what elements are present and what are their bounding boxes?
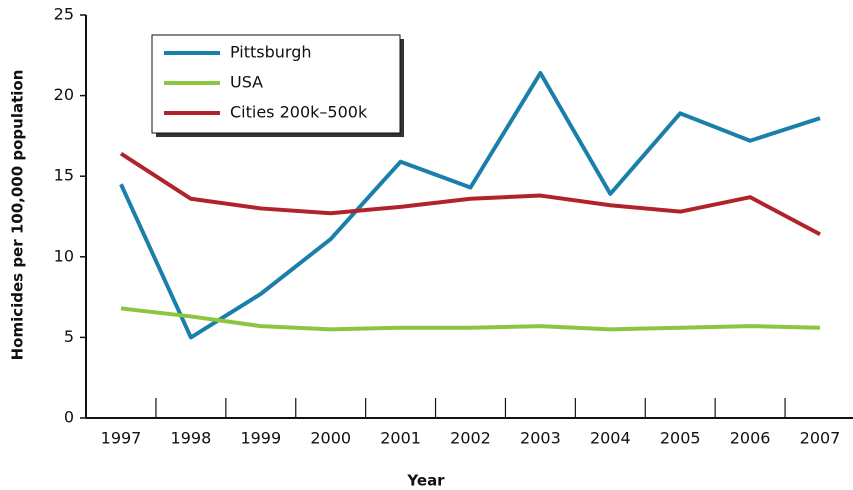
series-line xyxy=(120,306,821,332)
x-tick-label: 2003 xyxy=(520,429,561,448)
y-tick-label: 10 xyxy=(54,246,74,265)
series-line xyxy=(119,151,821,236)
legend-label: Cities 200k–500k xyxy=(230,103,368,122)
x-tick-label: 2002 xyxy=(450,429,491,448)
x-tick-label: 2006 xyxy=(730,429,771,448)
y-tick-label: 25 xyxy=(54,5,74,24)
y-tick-label: 0 xyxy=(64,408,74,427)
y-axis-label: Homicides per 100,000 population xyxy=(9,70,27,361)
x-tick-label: 2000 xyxy=(310,429,351,448)
legend-label: Pittsburgh xyxy=(230,43,312,62)
x-axis-label: Year xyxy=(406,472,445,490)
series-line xyxy=(119,71,821,340)
x-tick-label: 2001 xyxy=(380,429,421,448)
y-tick-label: 20 xyxy=(54,85,74,104)
x-tick-label: 2005 xyxy=(660,429,701,448)
legend-label: USA xyxy=(230,73,263,92)
x-tick-label: 2007 xyxy=(800,429,841,448)
x-tick-label: 1998 xyxy=(171,429,212,448)
y-tick-label: 5 xyxy=(64,327,74,346)
x-tick-label: 1999 xyxy=(240,429,281,448)
x-tick-label: 2004 xyxy=(590,429,631,448)
y-tick-label: 15 xyxy=(54,166,74,185)
x-tick-label: 1997 xyxy=(101,429,142,448)
